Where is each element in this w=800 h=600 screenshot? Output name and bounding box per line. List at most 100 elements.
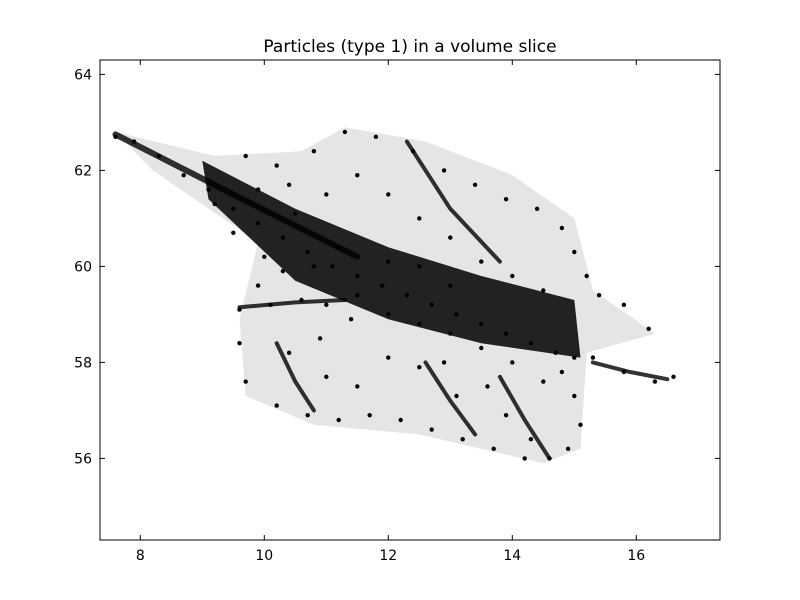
data-point xyxy=(448,331,453,336)
data-point xyxy=(386,192,391,197)
data-point xyxy=(417,321,422,327)
data-point xyxy=(572,355,577,360)
data-point xyxy=(503,413,509,418)
data-point xyxy=(503,197,509,202)
data-point xyxy=(231,206,236,211)
data-point xyxy=(280,269,286,274)
data-point xyxy=(262,254,267,259)
data-point xyxy=(485,384,490,389)
filament-5 xyxy=(274,341,316,413)
data-point xyxy=(324,192,329,197)
data-point xyxy=(541,288,546,293)
data-point xyxy=(293,211,298,216)
data-point xyxy=(510,360,515,365)
data-point xyxy=(541,379,546,384)
data-point xyxy=(621,369,627,375)
data-point xyxy=(317,336,323,341)
data-point xyxy=(479,259,484,264)
y-axis-ticks: 56 58 60 62 64 xyxy=(74,67,720,467)
data-point xyxy=(559,369,565,375)
x-tick-label: 8 xyxy=(136,548,145,564)
x-tick-label: 14 xyxy=(503,548,521,564)
data-point xyxy=(491,446,496,451)
data-point xyxy=(417,264,422,269)
filament-4 xyxy=(590,360,670,382)
data-point xyxy=(553,350,558,355)
data-point xyxy=(578,422,583,427)
data-point xyxy=(255,283,261,288)
data-point xyxy=(274,403,279,408)
data-point xyxy=(503,331,509,336)
x-tick-label: 16 xyxy=(627,548,645,564)
data-point xyxy=(355,384,360,389)
chart-title: Particles (type 1) in a volume slice xyxy=(263,37,556,57)
data-point xyxy=(336,245,341,250)
data-point xyxy=(299,297,304,303)
data-point xyxy=(243,379,248,384)
data-point xyxy=(305,249,310,255)
data-point xyxy=(621,302,627,307)
data-point xyxy=(429,302,434,307)
data-point xyxy=(417,216,422,221)
data-point xyxy=(386,312,391,317)
data-point xyxy=(131,139,137,144)
data-point xyxy=(268,302,273,307)
data-point xyxy=(441,168,447,173)
data-point xyxy=(652,379,658,384)
plot-frame xyxy=(99,59,721,541)
data-point xyxy=(386,355,391,360)
data-point xyxy=(243,153,248,159)
data-point xyxy=(280,235,286,240)
data-point xyxy=(348,317,354,322)
data-point xyxy=(429,427,434,432)
y-tick-label: 58 xyxy=(74,355,92,371)
data-point xyxy=(448,235,453,240)
data-point xyxy=(547,456,552,461)
data-point xyxy=(472,182,478,187)
data-point xyxy=(237,307,242,312)
data-point xyxy=(206,187,211,192)
filament-3 xyxy=(497,374,552,461)
data-point xyxy=(379,283,385,288)
data-point xyxy=(584,273,589,279)
filament-1 xyxy=(237,298,347,310)
data-point xyxy=(404,293,410,298)
dense-band xyxy=(202,160,581,358)
data-point xyxy=(311,264,317,269)
data-point xyxy=(572,393,577,399)
data-point xyxy=(528,341,534,346)
data-point xyxy=(286,182,292,187)
data-point xyxy=(572,249,577,255)
data-point xyxy=(305,413,310,418)
data-point xyxy=(410,149,416,154)
data-point xyxy=(113,134,118,139)
data-point xyxy=(448,283,453,288)
data-point xyxy=(330,264,335,269)
data-point xyxy=(181,173,186,178)
y-tick-label: 64 xyxy=(74,67,92,83)
data-point xyxy=(367,413,372,418)
data-point xyxy=(417,365,422,370)
data-point xyxy=(156,153,162,159)
data-points xyxy=(113,129,676,461)
filament-2 xyxy=(423,360,478,437)
data-point xyxy=(336,417,341,423)
data-point xyxy=(522,456,527,461)
data-point xyxy=(479,345,484,351)
data-point xyxy=(479,321,484,327)
data-point xyxy=(311,149,317,154)
data-point xyxy=(355,293,360,298)
y-tick-label: 62 xyxy=(74,163,92,179)
data-point xyxy=(460,437,465,442)
data-point xyxy=(231,230,236,235)
data-point xyxy=(237,341,242,346)
x-tick-label: 12 xyxy=(379,548,397,564)
data-point xyxy=(386,259,391,264)
data-point xyxy=(454,393,459,399)
filament-0 xyxy=(112,131,361,260)
data-point xyxy=(342,129,348,135)
data-point xyxy=(255,221,261,226)
data-point xyxy=(671,374,676,379)
filament-6 xyxy=(404,139,502,264)
